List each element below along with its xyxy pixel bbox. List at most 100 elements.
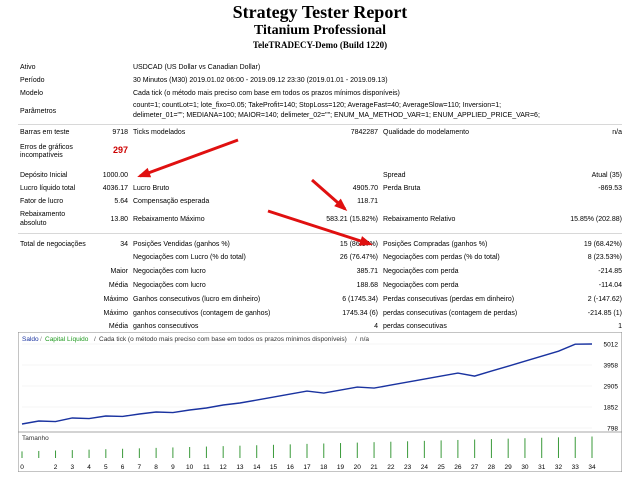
avg-loss-value: -114.04 bbox=[598, 282, 622, 289]
profit-factor-value: 5.64 bbox=[114, 198, 128, 205]
deposit-value: 1000.00 bbox=[102, 172, 128, 179]
x-tick-label: 34 bbox=[588, 464, 596, 471]
params-label: Parâmetros bbox=[20, 108, 57, 115]
long-positions-value: 19 (68.42%) bbox=[583, 241, 622, 248]
x-tick-label: 13 bbox=[236, 464, 244, 471]
ea-name: Titanium Professional bbox=[253, 23, 387, 38]
profit-trades-value: 26 (76.47%) bbox=[339, 254, 378, 261]
maximum-label-2: Máximo bbox=[103, 310, 128, 317]
period-label: Período bbox=[20, 77, 45, 84]
spread-value: Atual (35) bbox=[591, 172, 622, 179]
x-tick-label: 12 bbox=[220, 464, 228, 471]
x-tick-label: 14 bbox=[253, 464, 261, 471]
max-cons-losses-value: 2 (-147.62) bbox=[587, 296, 622, 303]
bars-value: 9718 bbox=[112, 129, 128, 136]
average-label-2: Média bbox=[108, 323, 128, 330]
max-cons-profit-label: ganhos consecutivos (contagem de ganhos) bbox=[133, 310, 271, 317]
largest-loss-value: -214.85 bbox=[598, 268, 622, 275]
x-tick-label: 15 bbox=[270, 464, 278, 471]
asset-label: Ativo bbox=[20, 64, 36, 71]
short-positions-value: 15 (86.67%) bbox=[339, 241, 378, 248]
largest-profit-value: 385.71 bbox=[356, 268, 378, 275]
gross-loss-value: -869.53 bbox=[598, 185, 622, 192]
short-positions-label: Posições Vendidas (ganhos %) bbox=[133, 241, 230, 248]
max-cons-loss-value: -214.85 (1) bbox=[587, 310, 622, 317]
quality-label: Qualidade do modelamento bbox=[383, 129, 470, 136]
net-profit-label: Lucro líquido total bbox=[20, 185, 76, 192]
gross-loss-label: Perda Bruta bbox=[383, 185, 421, 192]
y-tick-label: 2905 bbox=[604, 384, 619, 391]
profit-factor-label: Fator de lucro bbox=[20, 198, 64, 205]
x-tick-label: 24 bbox=[421, 464, 429, 471]
gross-profit-label: Lucro Bruto bbox=[133, 185, 170, 192]
gross-profit-value: 4905.70 bbox=[352, 185, 378, 192]
legend-model: Cada tick (o método mais preciso com bas… bbox=[99, 336, 347, 343]
avg-loss-label: Negociações com perda bbox=[383, 282, 459, 289]
x-tick-label: 32 bbox=[555, 464, 563, 471]
total-trades-label: Total de negociações bbox=[20, 241, 86, 248]
chart-frame bbox=[18, 332, 622, 472]
bars-label: Barras em teste bbox=[20, 129, 70, 136]
expected-payoff-value: 118.71 bbox=[357, 198, 378, 205]
x-tick-label: 31 bbox=[538, 464, 546, 471]
rel-drawdown-value: 15.85% (202.88) bbox=[570, 216, 622, 223]
loss-trades-value: 8 (23.53%) bbox=[587, 254, 622, 261]
server-name: TeleTRADECY-Demo (Build 1220) bbox=[252, 40, 388, 50]
legend-balance: Saldo bbox=[22, 336, 39, 343]
max-drawdown-label: Rebaixamento Máximo bbox=[133, 216, 205, 223]
y-tick-label: 1852 bbox=[604, 404, 619, 411]
x-tick-label: 2 bbox=[54, 464, 58, 471]
largest-profit-label: Negociações com lucro bbox=[133, 268, 206, 275]
x-tick-label: 16 bbox=[287, 464, 295, 471]
x-tick-label: 11 bbox=[203, 464, 210, 471]
errors-label-line1: Erros de gráficos bbox=[20, 144, 73, 151]
total-trades-value: 34 bbox=[120, 241, 128, 248]
largest-label: Maior bbox=[110, 268, 128, 275]
x-tick-label: 7 bbox=[138, 464, 142, 471]
profit-trades-label: Negociações com Lucro (% do total) bbox=[133, 254, 246, 261]
avg-cons-wins-value: 4 bbox=[374, 323, 378, 330]
quality-value: n/a bbox=[612, 129, 622, 136]
avg-cons-wins-label: ganhos consecutivos bbox=[133, 323, 199, 330]
x-tick-label: 22 bbox=[387, 464, 395, 471]
x-tick-label: 6 bbox=[121, 464, 125, 471]
legend-separator-3: / bbox=[355, 336, 357, 343]
y-tick-label: 5012 bbox=[604, 342, 619, 349]
spread-label: Spread bbox=[383, 172, 406, 179]
abs-drawdown-label-line1: Rebaixamento bbox=[20, 211, 66, 218]
x-tick-label: 29 bbox=[505, 464, 513, 471]
avg-profit-value: 188.68 bbox=[356, 282, 378, 289]
x-tick-label: 28 bbox=[488, 464, 496, 471]
net-profit-value: 4036.17 bbox=[102, 185, 128, 192]
abs-drawdown-value: 13.80 bbox=[110, 216, 128, 223]
x-tick-label: 21 bbox=[370, 464, 378, 471]
avg-profit-label: Negociações com lucro bbox=[133, 282, 206, 289]
legend-separator-2: / bbox=[94, 336, 96, 343]
balance-chart: Saldo / Capital Líquido / Cada tick (o m… bbox=[18, 332, 622, 472]
max-cons-wins-label: Ganhos consecutivos (lucro em dinheiro) bbox=[133, 296, 261, 303]
x-tick-label: 20 bbox=[354, 464, 362, 471]
x-tick-label: 30 bbox=[521, 464, 529, 471]
x-tick-label: 18 bbox=[320, 464, 328, 471]
y-tick-label: 798 bbox=[607, 426, 618, 433]
max-cons-wins-value: 6 (1745.34) bbox=[342, 296, 378, 303]
legend-separator-1: / bbox=[40, 336, 42, 343]
asset-value: USDCAD (US Dollar vs Canadian Dollar) bbox=[133, 64, 261, 71]
period-value: 30 Minutos (M30) 2019.01.02 06:00 - 2019… bbox=[133, 77, 388, 84]
red-arrow bbox=[311, 178, 348, 211]
params-value-line2: delimeter_01=""; MEDIANA=100; MAIOR=140;… bbox=[133, 112, 540, 119]
x-tick-label: 4 bbox=[87, 464, 91, 471]
ticks-value: 7842287 bbox=[350, 129, 378, 136]
avg-cons-losses-label: perdas consecutivas bbox=[383, 323, 447, 330]
max-cons-loss-label: perdas consecutivas (contagem de perdas) bbox=[383, 310, 518, 317]
x-tick-label: 10 bbox=[186, 464, 194, 471]
errors-value: 297 bbox=[112, 145, 128, 155]
volume-label: Tamanho bbox=[22, 435, 49, 442]
x-tick-label: 5 bbox=[104, 464, 108, 471]
y-tick-label: 3958 bbox=[604, 363, 619, 370]
largest-loss-label: Negociações com perda bbox=[383, 268, 459, 275]
x-tick-label: 25 bbox=[438, 464, 446, 471]
x-tick-label: 0 bbox=[20, 464, 24, 471]
avg-cons-losses-value: 1 bbox=[618, 323, 622, 330]
